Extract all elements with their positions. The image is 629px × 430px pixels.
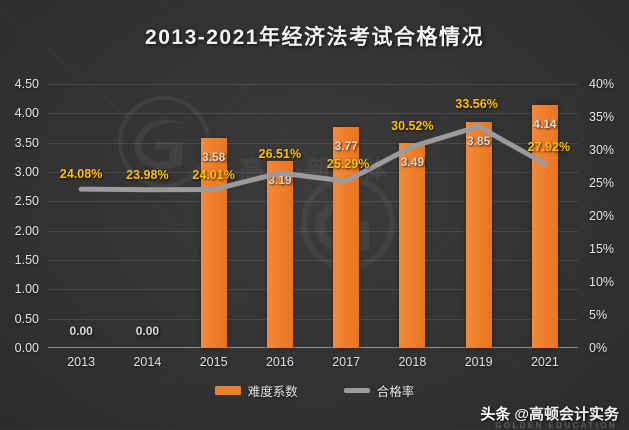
gridline xyxy=(48,318,578,320)
x-axis-tick-label: 2015 xyxy=(199,355,228,369)
y-axis-left-tick: 3.00 xyxy=(14,165,39,179)
gridline xyxy=(48,260,578,261)
bar-value-label: 0.00 xyxy=(135,324,160,338)
y-axis-left-tick: 2.00 xyxy=(14,223,39,238)
footer-platform-name: 头条 xyxy=(480,406,511,423)
bar[interactable] xyxy=(200,137,227,348)
line-series xyxy=(78,124,548,193)
x-axis-tick-label: 2018 xyxy=(398,355,427,369)
bar[interactable] xyxy=(531,105,558,348)
line-value-label: 24.01% xyxy=(192,167,235,182)
gridline xyxy=(48,172,578,173)
line-value-label: 30.52% xyxy=(391,118,434,133)
footer-attribution: 头条 @高顿会计实务 xyxy=(480,403,619,424)
y-axis-right-tick: 15% xyxy=(589,242,615,256)
y-axis-right-tick: 35% xyxy=(589,110,615,124)
y-axis-left-tick: 0.00 xyxy=(14,341,39,355)
footer-brand-latin: GOLDEN EDUCATION xyxy=(495,421,617,430)
y-axis-right-tick: 25% xyxy=(589,176,615,190)
y-axis-left-tick: 2.50 xyxy=(14,194,39,209)
x-axis-tick-label: 2013 xyxy=(67,355,96,369)
bar[interactable] xyxy=(465,122,492,348)
y-axis-right-tick: 30% xyxy=(589,143,615,157)
y-axis-left-tick: 1.00 xyxy=(14,282,39,297)
line-value-label: 25.29% xyxy=(326,157,370,172)
line-value-label: 27.92% xyxy=(527,139,571,154)
bar[interactable] xyxy=(333,126,360,348)
x-axis-tick-label: 2021 xyxy=(530,355,559,369)
y-axis-left-tick: 4.50 xyxy=(14,77,39,91)
gridline xyxy=(48,84,578,85)
bar-value-label: 3.49 xyxy=(400,155,425,170)
y-axis-left-tick: 1.50 xyxy=(14,253,39,267)
x-axis-line xyxy=(48,347,578,348)
legend-item-pass-rate[interactable]: 合格率 xyxy=(343,381,415,400)
chart-title: 2013-2021年经济法考试合格情况 xyxy=(145,26,484,49)
legend-label-difficulty: 难度系数 xyxy=(247,385,298,399)
line-value-label: 24.08% xyxy=(59,167,103,182)
line-value-label: 26.51% xyxy=(258,147,302,162)
bar-value-label: 3.58 xyxy=(201,149,226,164)
bar-value-label: 3.77 xyxy=(334,138,358,153)
plot-area: 0.00 0.50 1.00 1.50 2.00 2.50 3.00 3.50 4.00 4.50… xyxy=(15,77,614,369)
gridline xyxy=(48,230,578,232)
x-axis-tick-label: 2017 xyxy=(332,355,361,369)
y-axis-right-tick: 20% xyxy=(589,209,615,223)
legend-item-difficulty[interactable]: 难度系数 xyxy=(214,381,298,400)
bar[interactable] xyxy=(399,143,426,348)
gridline xyxy=(48,142,578,144)
y-axis-left-tick: 0.50 xyxy=(14,311,39,326)
line-value-label: 33.56% xyxy=(455,96,498,111)
gridline xyxy=(48,201,578,203)
gridline xyxy=(48,289,578,291)
bar-value-label: 0.00 xyxy=(69,324,93,338)
line-swatch-icon xyxy=(343,388,370,393)
chart-legend: 难度系数 合格率 xyxy=(0,381,629,400)
x-axis-tick-label: 2014 xyxy=(133,355,162,369)
gridline xyxy=(48,113,578,115)
x-axis-tick-label: 2016 xyxy=(265,355,294,369)
bar[interactable] xyxy=(266,160,293,348)
y-axis-right-tick: 10% xyxy=(589,275,615,289)
y-axis-right-tick: 0% xyxy=(589,341,608,355)
y-axis-left-tick: 3.50 xyxy=(14,135,39,150)
footer-account-handle: @高顿会计实务 xyxy=(514,406,619,423)
bar-value-label: 4.14 xyxy=(533,117,557,132)
bar-value-label: 3.85 xyxy=(466,134,491,149)
line-value-label: 23.98% xyxy=(126,167,169,182)
y-axis-right-tick: 5% xyxy=(589,308,608,322)
y-axis-right-tick: 40% xyxy=(589,77,615,91)
legend-label-pass-rate: 合格率 xyxy=(376,385,415,399)
x-axis-tick-label: 2019 xyxy=(464,355,493,369)
bar-swatch-icon xyxy=(214,386,241,395)
y-axis-left-tick: 4.00 xyxy=(14,106,39,121)
